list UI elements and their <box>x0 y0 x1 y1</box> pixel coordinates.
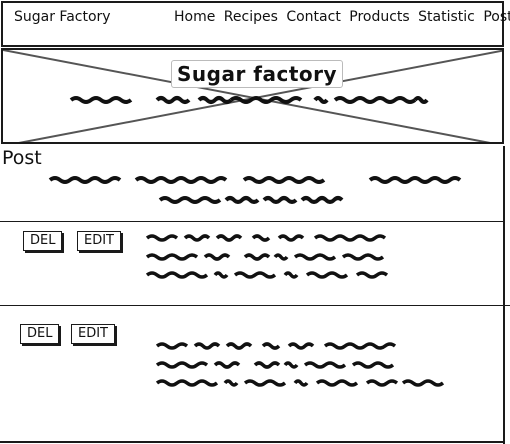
nav-link-post[interactable]: Post <box>483 9 510 25</box>
hero-banner: Sugar factory <box>1 48 504 144</box>
brand-title[interactable]: Sugar Factory <box>14 9 111 25</box>
entry-placeholder-text <box>155 342 445 387</box>
post-heading: Post <box>2 147 42 169</box>
content-frame-right <box>503 146 505 444</box>
hero-title: Sugar factory <box>171 60 344 88</box>
nav-link-home[interactable]: Home <box>174 9 216 25</box>
hero-placeholder-text <box>69 96 429 104</box>
nav-link-statistic[interactable]: Statistic <box>418 9 475 25</box>
nav-link-recipes[interactable]: Recipes <box>223 9 278 25</box>
nav-links: Home Recipes Contact Products Statistic … <box>174 9 510 25</box>
navbar: Sugar Factory Home Recipes Contact Produ… <box>1 1 510 47</box>
edit-button[interactable]: EDIT <box>77 231 121 251</box>
post-intro-placeholder-text <box>48 176 462 204</box>
content-frame-bottom <box>0 441 505 443</box>
delete-button[interactable]: DEL <box>23 231 63 251</box>
divider-line <box>0 305 510 306</box>
delete-button[interactable]: DEL <box>20 324 60 344</box>
edit-button[interactable]: EDIT <box>71 324 115 344</box>
entry-placeholder-text <box>145 234 389 279</box>
nav-link-products[interactable]: Products <box>349 9 410 25</box>
nav-link-contact[interactable]: Contact <box>286 9 341 25</box>
divider-line <box>0 221 504 222</box>
